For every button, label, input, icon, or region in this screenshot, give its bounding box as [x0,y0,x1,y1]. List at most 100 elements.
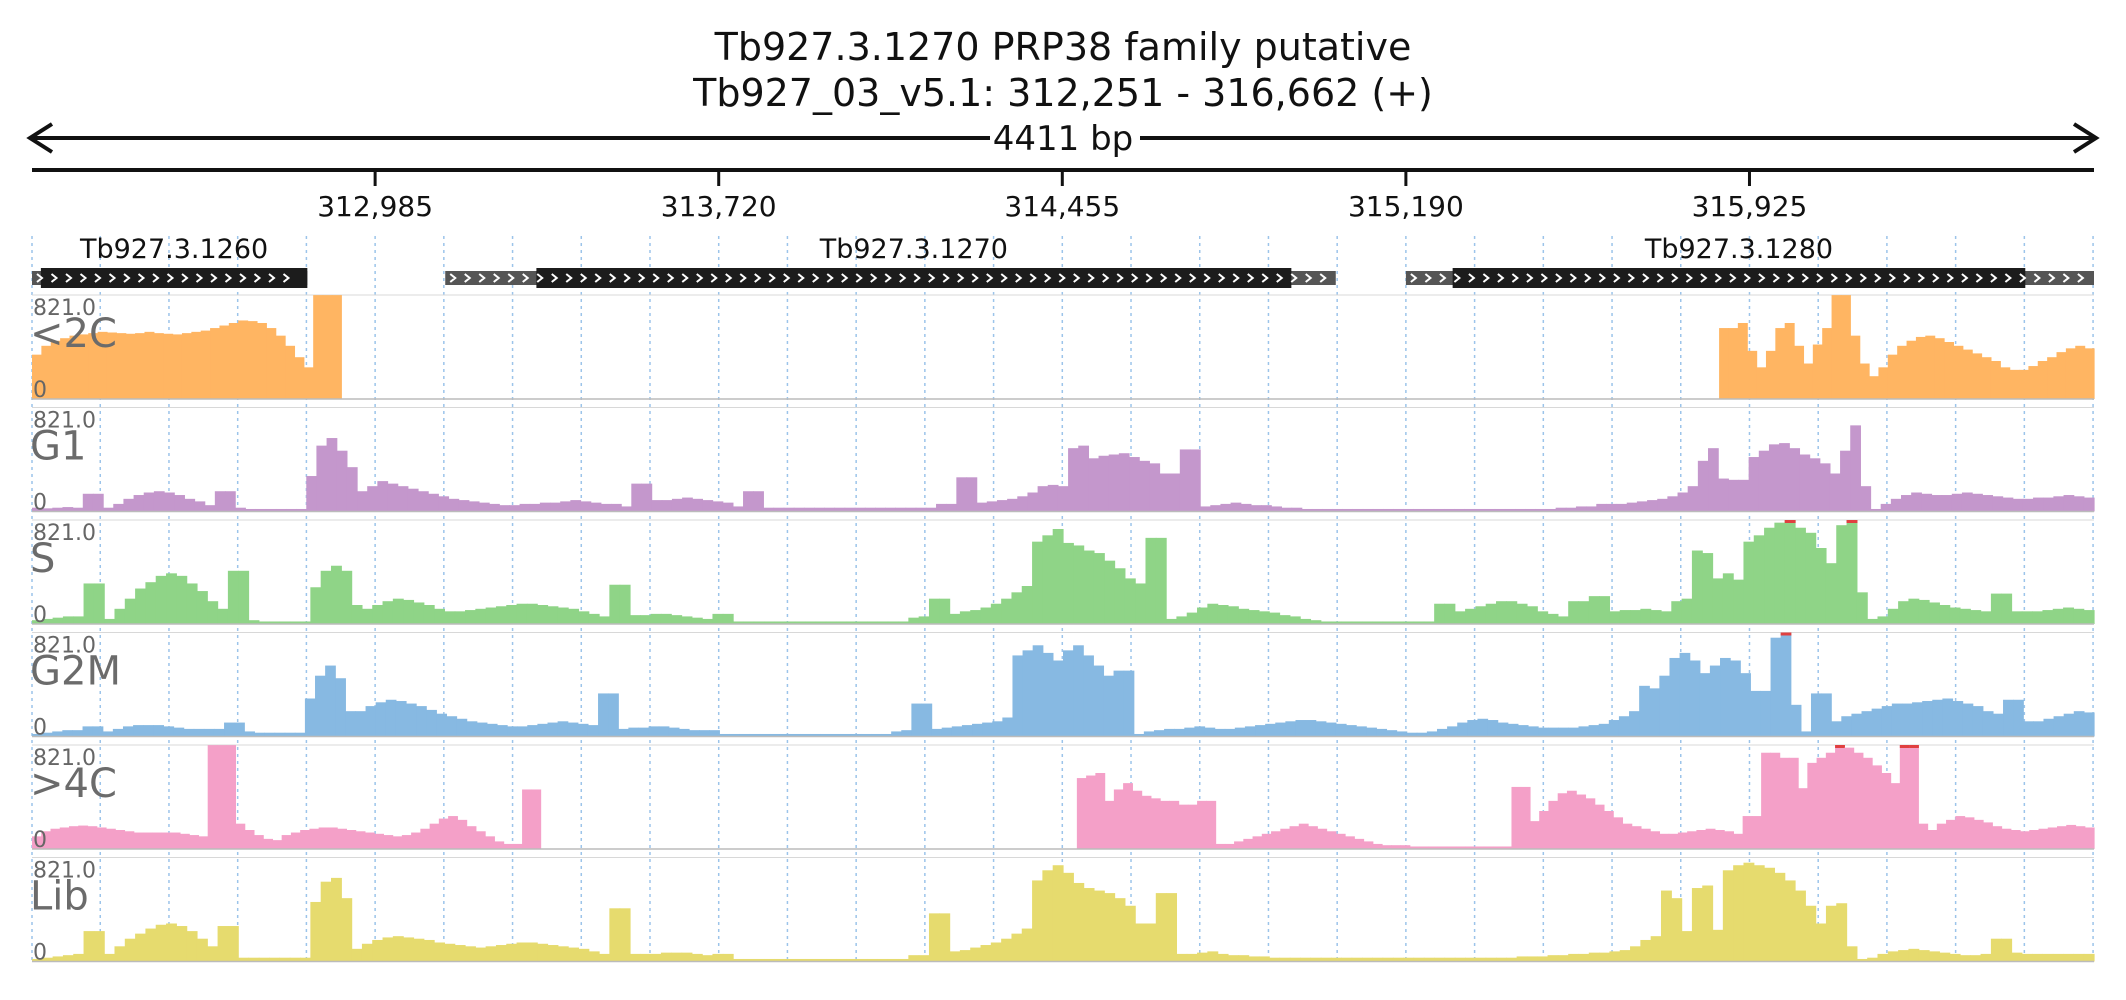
coverage-bar [2021,611,2033,624]
coverage-bar [1104,893,1116,962]
coverage-bar [1186,612,1198,624]
coverage-bar [145,928,157,962]
coverage-bar [1403,621,1415,624]
coverage-bar [1423,621,1435,624]
coverage-bar [2063,953,2074,962]
coverage-bar [1250,505,1262,512]
coverage-bar [1586,506,1597,512]
coverage-bar [1964,817,1975,849]
coverage-bar [1502,846,1513,849]
coverage-bar [800,733,811,737]
coverage-bar [506,605,518,624]
coverage-bar [92,726,104,737]
coverage-bar [1335,723,1347,737]
coverage-bar [1396,731,1408,737]
coverage-bar [877,958,889,962]
coverage-bar [1289,826,1300,849]
coverage-bar [62,730,74,737]
coverage-bar [1800,731,1812,737]
coverage-bar [1529,821,1540,849]
coverage-bar [2010,830,2021,849]
track-zero-label: 0 [33,716,47,741]
coverage-bar [1815,923,1827,962]
coverage-bar [618,728,629,737]
coverage-bar [1909,745,1919,849]
coverage-bar [244,731,255,737]
coverage-bar [387,483,399,512]
coverage-bar [2047,827,2058,849]
coverage-bar [1200,506,1211,512]
coverage-bar [1821,693,1832,737]
coverage-bar [1248,956,1260,962]
coverage-bar [640,615,652,624]
coverage-bar [1841,716,1853,737]
coverage-bar [1789,448,1801,512]
coverage-bar [1709,665,1721,737]
coverage-bar [743,958,755,962]
locus-label: Tb927_03_v5.1: 312,251 - 316,662 (+) [692,71,1433,115]
coverage-bar [1687,486,1699,512]
coverage-bar [1728,328,1739,399]
coverage-bar [1798,788,1808,849]
coverage-bar [104,953,116,962]
coverage-bar [931,728,943,737]
coverage-bar [1467,720,1479,737]
coverage-bar [1271,831,1281,849]
coverage-bar [1088,458,1100,512]
coverage-bar [1465,957,1476,962]
coverage-bar [1557,955,1569,962]
coverage-bar [279,621,291,624]
coverage-bar [1699,673,1711,737]
coverage-bar [1308,826,1318,849]
coverage-bar [248,620,260,624]
coverage-bar [1756,367,1767,399]
coverage-bar [1871,708,1883,737]
coverage-bar [2021,953,2033,962]
coverage-bar [300,957,311,962]
coverage-bar [1650,610,1662,624]
coverage-bar [1068,448,1079,512]
coverage-bar [41,345,52,399]
coverage-bar [1949,607,1961,624]
coverage-bar [1001,598,1013,624]
coverage-bar [1255,725,1266,737]
coverage-bar [1829,473,1841,512]
coverage-bar [526,603,538,624]
coverage-bar [712,501,724,512]
coverage-bar [1027,492,1039,512]
coverage-bar [1609,611,1621,624]
coverage-bar [179,833,190,849]
coverage-bar [72,507,84,512]
coverage-bar [1702,553,1714,624]
coverage-bar [1737,323,1748,399]
coverage-bar [1494,508,1506,512]
coverage-bar [234,722,245,737]
track-4: 821.0 0 >4C [30,744,2095,853]
coverage-bar [1217,953,1229,962]
coverage-bar [444,611,456,624]
coverage-bar [870,733,882,737]
coverage-bar [1210,505,1222,512]
coverage-bar [1887,608,1899,624]
coverage-bar [936,503,947,512]
coverage-bar [428,493,439,512]
coverage-bar [1517,725,1529,737]
coverage-bar [1047,484,1059,512]
coverage-bar [456,718,468,737]
coverage-bar [135,588,147,624]
coverage-bar [62,507,74,512]
coverage-bar [1496,957,1507,962]
coverage-bar [1104,560,1116,624]
coverage-bar [294,732,306,737]
coverage-bar [1279,615,1291,624]
coverage-bar [377,481,389,512]
coverage-bar [50,340,61,399]
coverage-bar [1568,953,1580,962]
coverage-bar [1174,728,1185,737]
coverage-bar [258,621,270,624]
coverage-bar [1934,338,1945,399]
coverage-bar [1891,703,1903,737]
coverage-bar [722,953,734,962]
coverage-bar [189,835,200,849]
cds-bar [40,268,308,288]
